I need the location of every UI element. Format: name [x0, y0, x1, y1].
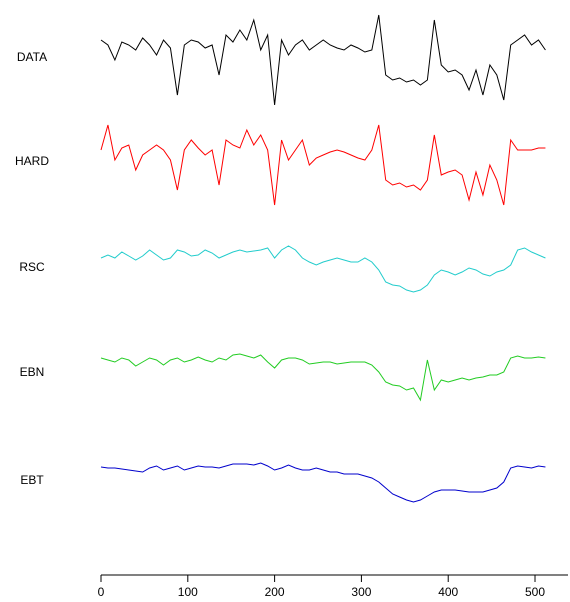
x-tick-label: 200 [265, 585, 285, 599]
series-label: RSC [19, 260, 45, 274]
series-line [100, 245, 546, 293]
x-tick-label: 400 [438, 585, 458, 599]
series-label: DATA [17, 50, 47, 64]
x-tick-label: 100 [178, 585, 198, 599]
series-label: EBN [20, 365, 45, 379]
x-tick-label: 300 [351, 585, 371, 599]
series-line [100, 462, 546, 503]
series-label: HARD [15, 154, 49, 168]
series-line [100, 124, 546, 206]
series-label: EBT [20, 473, 44, 487]
x-tick-label: 0 [98, 585, 105, 599]
x-tick-label: 500 [525, 585, 545, 599]
series-line [100, 14, 546, 106]
series-line [100, 353, 546, 402]
